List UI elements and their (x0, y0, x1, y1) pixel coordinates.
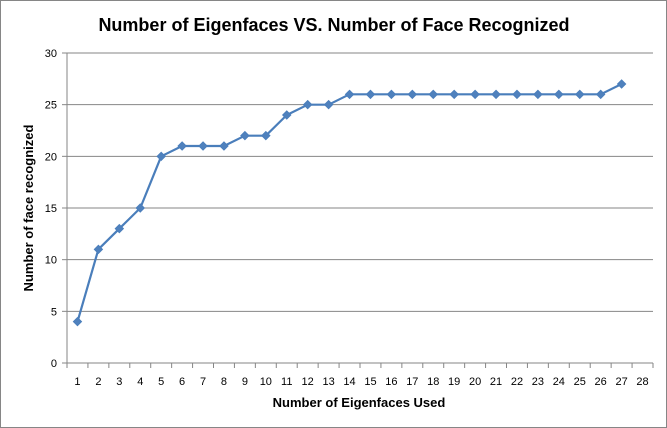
series-line (76, 83, 623, 323)
y-tick-label: 0 (51, 358, 57, 370)
data-point-marker (386, 89, 397, 100)
data-point-marker (365, 89, 376, 100)
data-point-marker (177, 141, 187, 151)
x-axis-title: Number of Eigenfaces Used (273, 395, 446, 410)
data-point-marker (114, 223, 125, 234)
data-point-marker (554, 89, 564, 100)
y-tick-label: 20 (45, 151, 57, 163)
x-tick-label: 28 (636, 376, 648, 388)
x-tick-label: 8 (221, 376, 227, 388)
x-tick-label: 11 (281, 376, 292, 388)
x-tick-label: 16 (385, 376, 397, 388)
data-point-marker (491, 89, 501, 100)
x-tick-label: 9 (242, 376, 248, 388)
x-tick-label: 5 (158, 376, 164, 388)
data-point-marker (449, 89, 459, 100)
y-tick-label: 30 (45, 48, 57, 60)
x-tick-label: 17 (406, 376, 418, 388)
x-tick-label: 13 (322, 376, 334, 388)
data-point-marker (344, 89, 355, 100)
x-tick-label: 2 (95, 376, 101, 388)
data-point-marker (156, 151, 166, 162)
data-point-marker (574, 89, 585, 100)
data-point-marker (616, 79, 627, 89)
chart-title: Number of Eigenfaces VS. Number of Face … (98, 15, 569, 35)
x-tick-label: 10 (260, 376, 272, 388)
x-tick-label: 3 (116, 376, 122, 388)
x-tick-label: 1 (74, 376, 80, 388)
y-tick-label: 15 (45, 203, 57, 215)
data-point-marker (302, 99, 313, 110)
x-tick-label: 25 (574, 376, 586, 388)
x-tick-label: 27 (615, 376, 627, 388)
data-point-marker (512, 89, 522, 100)
x-tick-label: 23 (532, 376, 544, 388)
data-point-marker (240, 130, 250, 141)
data-point-marker (261, 130, 271, 141)
x-tick-label: 14 (343, 376, 355, 388)
y-tick-label: 5 (51, 306, 57, 318)
y-tick-label: 25 (45, 100, 57, 112)
data-point-marker (198, 141, 208, 151)
x-tick-label: 15 (364, 376, 376, 388)
x-tick-label: 6 (179, 376, 185, 388)
x-tick-label: 12 (302, 376, 314, 388)
x-tick-label: 26 (595, 376, 607, 388)
y-axis-title: Number of face recognized (21, 125, 36, 292)
y-axis-tick-labels: 0 5 10 15 20 25 30 (45, 48, 57, 370)
x-tick-label: 20 (469, 376, 481, 388)
x-tick-label: 21 (490, 376, 502, 388)
x-axis-tick-labels: 1 2 3 4 5 6 7 8 9 10 11 12 13 14 15 16 17 18 19 20 21 22 23 24 2… (74, 376, 648, 388)
x-tick-label: 22 (511, 376, 523, 388)
x-tick-label: 24 (553, 376, 565, 388)
gridlines (67, 52, 653, 312)
x-tick-label: 7 (200, 376, 206, 388)
data-point-marker (93, 244, 104, 255)
data-point-marker (470, 89, 480, 100)
x-tick-label: 19 (448, 376, 460, 388)
data-point-marker (219, 141, 229, 151)
data-point-marker (428, 89, 439, 100)
x-tick-label: 18 (427, 376, 439, 388)
data-point-marker (135, 203, 146, 213)
data-point-marker (72, 316, 83, 327)
data-point-marker (595, 89, 606, 100)
x-tick-label: 4 (137, 376, 143, 388)
y-tick-label: 10 (45, 255, 57, 267)
data-point-marker (407, 89, 418, 100)
data-point-marker (533, 89, 543, 100)
data-point-marker (323, 99, 334, 110)
axes (62, 52, 654, 368)
series-layer (72, 79, 627, 327)
data-point-marker (281, 110, 292, 120)
